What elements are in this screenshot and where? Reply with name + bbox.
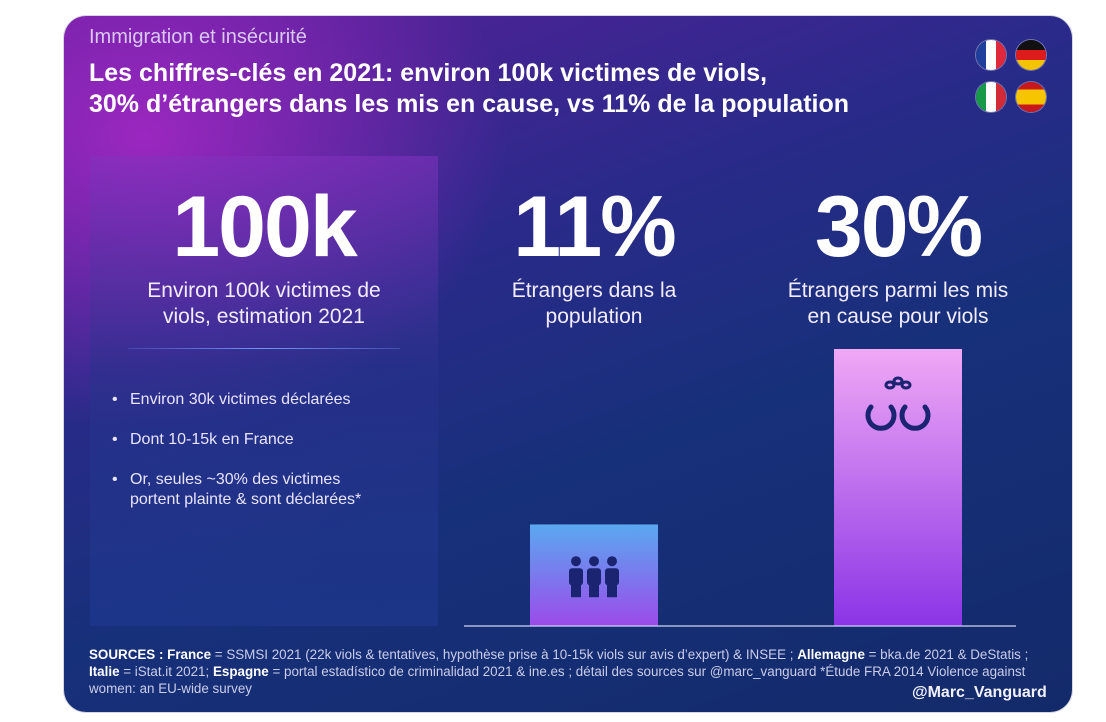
sources-france-text: = SSMSI 2021 (22k viols & tentatives, hy…: [211, 647, 798, 662]
italy-flag-icon: [976, 82, 1006, 112]
people-group-icon: [569, 556, 619, 598]
title-line-2: 30% d’étrangers dans les mis en cause, v…: [89, 90, 850, 118]
infographic-card: Immigration et insécurité Les chiffres-c…: [64, 16, 1072, 712]
bullet-item: Or, seules ~30% des victimes portent plai…: [112, 470, 432, 510]
bullet-item: Dont 10-15k en France: [112, 430, 432, 450]
sources-note: SOURCES : France = SSMSI 2021 (22k viols…: [89, 646, 1029, 697]
category-label-line-2: en cause pour viols: [807, 305, 989, 328]
category-label-line-1: Étrangers parmi les mis: [787, 279, 1009, 302]
bullet-item: Environ 30k victimes déclarées: [112, 390, 432, 410]
foreigners-bar-chart: [464, 349, 1016, 627]
bullet-text: Or, seules ~30% des victimes: [130, 471, 341, 488]
germany-flag-icon: [1016, 40, 1046, 70]
victims-stat-label: Environ 100k victimes de viols, estimati…: [90, 278, 438, 330]
victims-stat-value: 100k: [172, 179, 357, 275]
infographic-title: Les chiffres-clés en 2021: environ 100k …: [89, 58, 969, 120]
bar-value-label: 30%: [814, 179, 983, 275]
infographic-subtitle: Immigration et insécurité: [89, 26, 307, 48]
bullet-text: Environ 30k victimes déclarées: [130, 391, 351, 408]
sources-spain-label: Espagne: [212, 664, 269, 679]
victims-label-line-2: viols, estimation 2021: [163, 305, 365, 328]
spain-flag-icon: [1016, 82, 1046, 112]
bar-category-label: Étrangers dans la population: [414, 278, 774, 330]
country-flags: [976, 40, 1056, 120]
sources-label: SOURCES :: [89, 647, 164, 662]
sources-germany-text: = bka.de 2021 & DeStatis ;: [864, 647, 1029, 662]
victims-bullet-list: Environ 30k victimes déclarées Dont 10-1…: [112, 390, 432, 530]
bar-category-label: Étrangers parmi les mis en cause pour vi…: [718, 278, 1072, 330]
sources-spain-text: = portal estadístico de criminalidad 202…: [89, 664, 1026, 696]
author-handle: @Marc_Vanguard: [912, 684, 1047, 701]
sources-germany-label: Allemagne: [797, 647, 865, 662]
panel-divider: [128, 348, 400, 349]
france-flag-icon: [976, 40, 1006, 70]
victims-label-line-1: Environ 100k victimes de: [147, 279, 381, 302]
bullet-text: Dont 10-15k en France: [130, 431, 294, 448]
sources-france-label: France: [167, 647, 212, 662]
bullet-text-line-2: portent plainte & sont déclarées*: [130, 491, 362, 508]
category-label-line-2: population: [545, 305, 643, 328]
title-line-1: Les chiffres-clés en 2021: environ 100k …: [89, 59, 768, 87]
bar-2: [834, 349, 962, 626]
category-label-line-1: Étrangers dans la: [511, 279, 677, 302]
sources-italy-text: = iStat.it 2021;: [119, 664, 213, 679]
sources-italy-label: Italie: [89, 664, 120, 679]
handcuffs-icon: [865, 376, 931, 431]
bar-value-label: 11%: [513, 179, 676, 275]
